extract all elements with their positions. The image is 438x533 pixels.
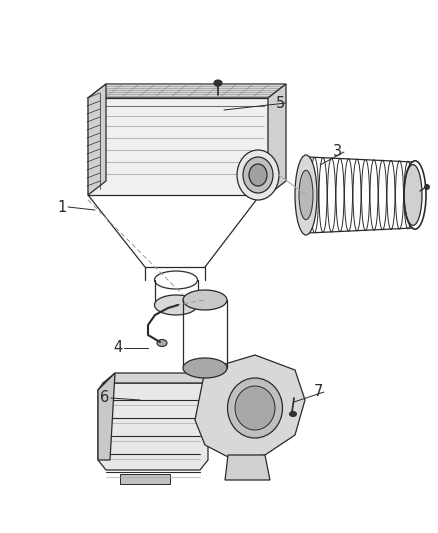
Text: 1: 1 <box>57 199 67 214</box>
Ellipse shape <box>249 164 267 186</box>
Ellipse shape <box>299 171 313 220</box>
Polygon shape <box>225 455 270 480</box>
Ellipse shape <box>237 150 279 200</box>
Polygon shape <box>120 474 170 484</box>
Ellipse shape <box>404 165 422 225</box>
Text: 3: 3 <box>333 144 343 159</box>
Text: 4: 4 <box>113 341 123 356</box>
Ellipse shape <box>157 340 167 346</box>
Polygon shape <box>120 452 170 462</box>
Polygon shape <box>98 383 208 470</box>
Polygon shape <box>268 84 286 195</box>
Ellipse shape <box>295 155 317 235</box>
Text: 6: 6 <box>100 391 110 406</box>
Ellipse shape <box>290 411 297 416</box>
Ellipse shape <box>183 290 227 310</box>
Ellipse shape <box>243 157 273 193</box>
Text: 7: 7 <box>313 384 323 400</box>
Polygon shape <box>120 430 170 440</box>
Ellipse shape <box>424 184 430 190</box>
Text: 5: 5 <box>276 95 285 110</box>
Ellipse shape <box>155 295 198 315</box>
Polygon shape <box>103 373 215 383</box>
Polygon shape <box>88 84 286 98</box>
Ellipse shape <box>235 386 275 430</box>
Ellipse shape <box>214 80 222 86</box>
Polygon shape <box>98 373 115 460</box>
Polygon shape <box>195 355 305 458</box>
Polygon shape <box>88 98 268 195</box>
Polygon shape <box>88 84 106 195</box>
Ellipse shape <box>227 378 283 438</box>
Ellipse shape <box>183 358 227 378</box>
